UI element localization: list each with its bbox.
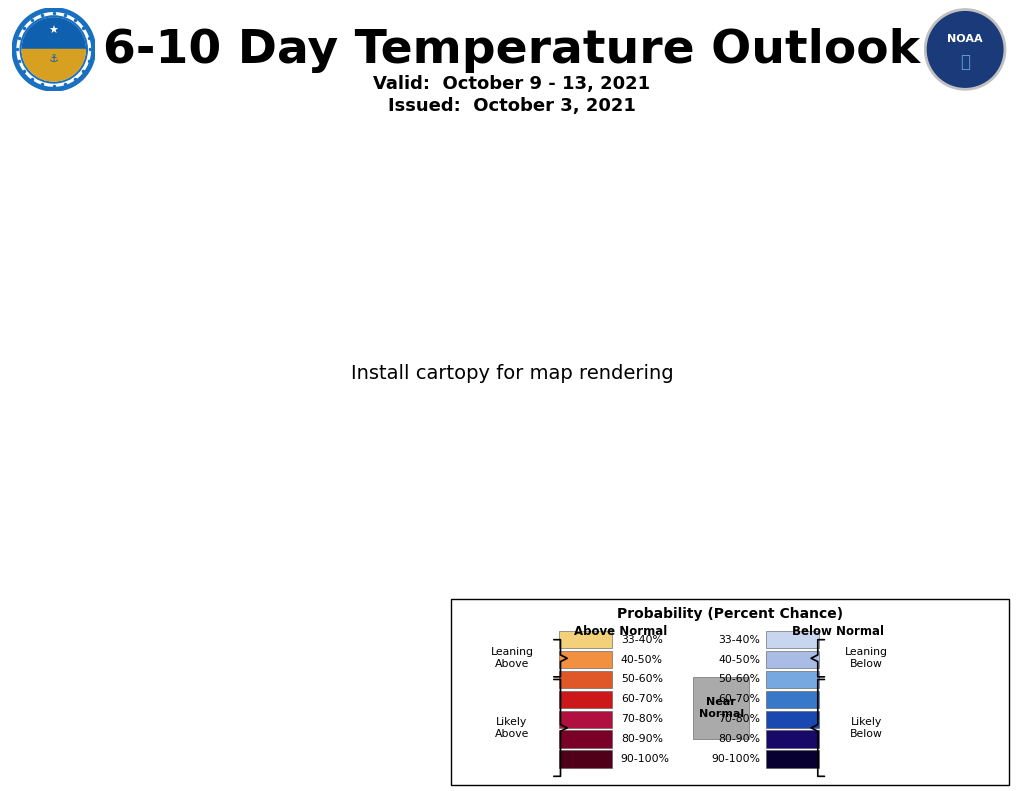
Text: 90-100%: 90-100% — [621, 754, 670, 764]
Text: Leaning
Above: Leaning Above — [490, 648, 534, 669]
Bar — [766, 730, 819, 747]
Text: Likely
Below: Likely Below — [850, 717, 883, 739]
Text: 90-100%: 90-100% — [712, 754, 760, 764]
Bar — [559, 691, 612, 708]
Bar — [559, 671, 612, 688]
Bar — [693, 677, 750, 739]
Circle shape — [926, 9, 1005, 89]
Text: ★: ★ — [49, 26, 58, 36]
Text: 80-90%: 80-90% — [621, 734, 663, 744]
Text: 70-80%: 70-80% — [718, 714, 760, 725]
Text: Install cartopy for map rendering: Install cartopy for map rendering — [350, 364, 674, 384]
Bar — [559, 631, 612, 649]
Text: Near
Normal: Near Normal — [698, 697, 743, 719]
Text: Issued:  October 3, 2021: Issued: October 3, 2021 — [388, 97, 636, 115]
Bar — [766, 710, 819, 728]
Text: 40-50%: 40-50% — [621, 655, 663, 664]
Bar — [766, 671, 819, 688]
Bar — [559, 730, 612, 747]
Text: Likely
Above: Likely Above — [495, 717, 529, 739]
Text: 33-40%: 33-40% — [719, 634, 760, 645]
Text: 60-70%: 60-70% — [718, 694, 760, 704]
Text: 40-50%: 40-50% — [718, 655, 760, 664]
Bar — [766, 631, 819, 649]
Text: NOAA: NOAA — [947, 35, 983, 44]
Wedge shape — [23, 49, 85, 81]
Text: 60-70%: 60-70% — [621, 694, 663, 704]
Text: 50-60%: 50-60% — [718, 675, 760, 684]
Bar — [766, 651, 819, 668]
Text: Below Normal: Below Normal — [793, 625, 885, 638]
Bar — [766, 691, 819, 708]
Text: 33-40%: 33-40% — [621, 634, 663, 645]
Bar — [559, 751, 612, 767]
Text: Valid:  October 9 - 13, 2021: Valid: October 9 - 13, 2021 — [374, 75, 650, 93]
Text: Above Normal: Above Normal — [574, 625, 668, 638]
Wedge shape — [23, 18, 85, 49]
Text: Leaning
Below: Leaning Below — [845, 648, 888, 669]
Text: 50-60%: 50-60% — [621, 675, 663, 684]
Text: ⚓: ⚓ — [49, 55, 58, 64]
Text: Probability (Percent Chance): Probability (Percent Chance) — [616, 607, 843, 621]
Text: 70-80%: 70-80% — [621, 714, 663, 725]
Bar — [559, 651, 612, 668]
Bar — [766, 751, 819, 767]
Bar — [559, 710, 612, 728]
Text: 6-10 Day Temperature Outlook: 6-10 Day Temperature Outlook — [103, 28, 921, 73]
Text: 80-90%: 80-90% — [718, 734, 760, 744]
Text: 〰: 〰 — [961, 53, 970, 71]
